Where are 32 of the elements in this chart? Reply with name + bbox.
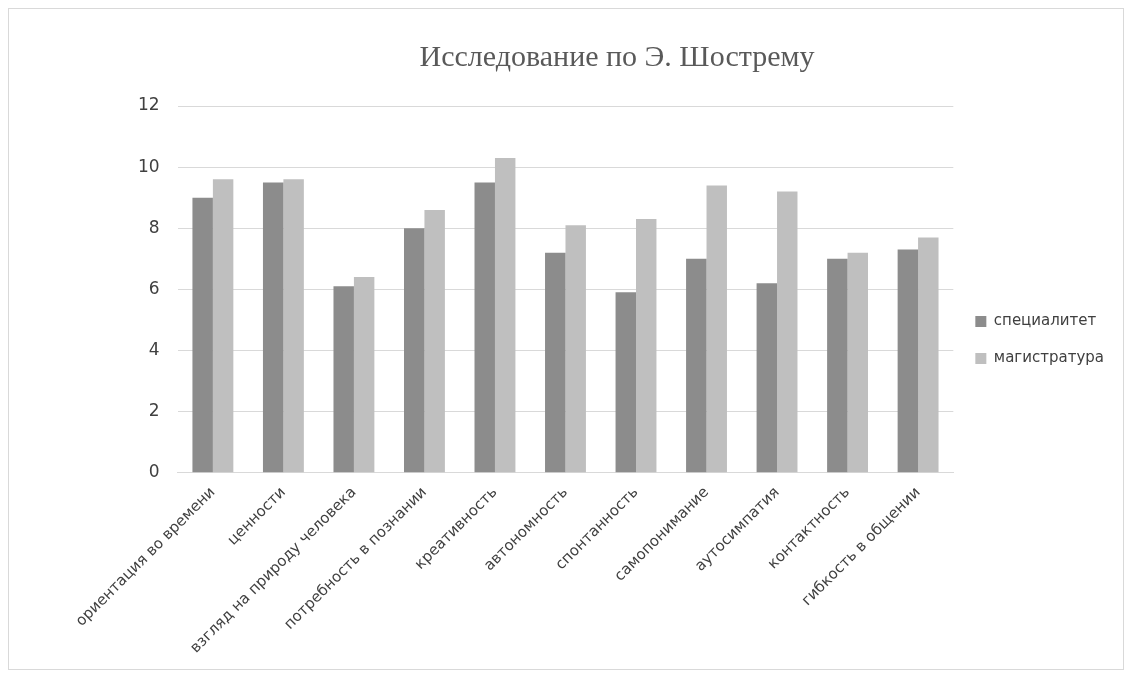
legend-label: магистратура xyxy=(993,348,1105,367)
bar xyxy=(918,237,939,473)
y-tick-label: 12 xyxy=(137,94,160,115)
y-tick-label: 8 xyxy=(148,216,160,237)
y-tick-label: 6 xyxy=(148,277,160,298)
bar xyxy=(545,252,566,473)
legend-label: специалитет xyxy=(993,311,1097,330)
bar xyxy=(847,252,869,473)
chart-title: Исследование по Э. Шострему xyxy=(419,38,815,72)
bar xyxy=(262,182,284,473)
bar xyxy=(424,209,445,473)
bar xyxy=(615,292,636,473)
bar xyxy=(686,258,707,473)
bar xyxy=(777,191,798,473)
bar xyxy=(283,179,304,473)
bar xyxy=(827,258,848,473)
y-tick-label: 2 xyxy=(148,399,160,420)
bar xyxy=(636,219,657,473)
bar xyxy=(494,157,516,473)
y-tick-label: 4 xyxy=(148,338,160,359)
bar xyxy=(333,286,354,473)
bar xyxy=(706,185,727,473)
bar xyxy=(756,283,778,473)
y-tick-label: 0 xyxy=(148,461,160,482)
bar xyxy=(212,179,234,473)
y-tick-label: 10 xyxy=(137,155,160,176)
bar xyxy=(897,249,919,473)
bar xyxy=(404,228,425,473)
bar xyxy=(474,182,495,473)
bar xyxy=(192,197,213,473)
bar xyxy=(353,277,375,473)
bar xyxy=(565,225,586,473)
